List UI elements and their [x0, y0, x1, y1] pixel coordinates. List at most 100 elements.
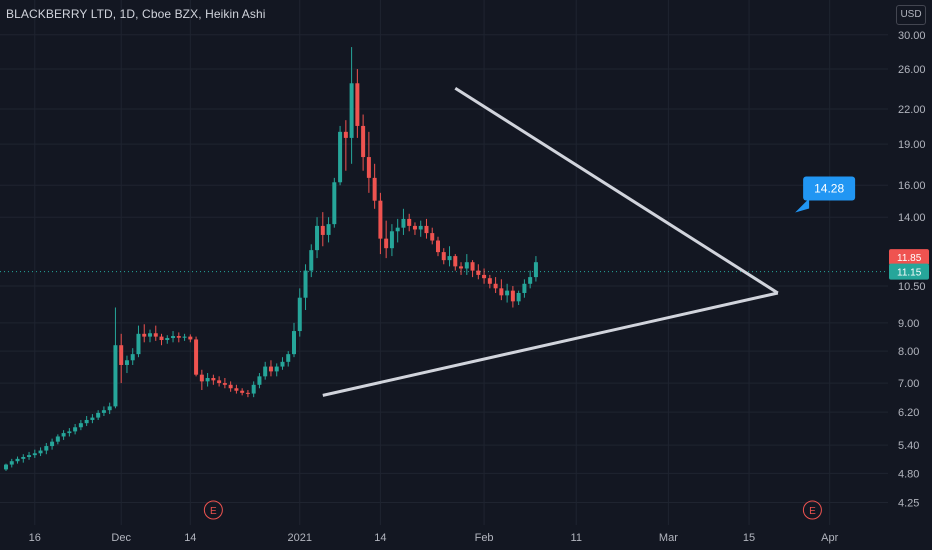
candle-body [240, 390, 245, 393]
candle-body [493, 283, 498, 289]
y-tick-label: 4.25 [898, 497, 919, 509]
x-tick-label: Apr [821, 532, 838, 544]
y-tick-label: 10.50 [898, 281, 926, 293]
last-price-tags: 11.85 11.15 [889, 249, 929, 280]
earnings-marker [203, 500, 223, 520]
earnings-marker-label: E [809, 506, 816, 517]
chart-title: BLACKBERRY LTD, 1D, Cboe BZX, Heikin Ash… [6, 7, 266, 21]
candle-body [32, 453, 37, 456]
candle-body [470, 262, 475, 271]
candle-body [407, 218, 412, 226]
candle-body [315, 225, 320, 251]
candle-body [464, 262, 469, 269]
price-tag-box [889, 263, 929, 280]
candle-body [142, 333, 147, 337]
candle-body [274, 366, 279, 372]
candle-body [510, 290, 515, 302]
price-axis: 30.00 26.00 22.00 19.00 16.00 14.00 10.50 9.00 8… [898, 30, 926, 510]
candlestick-series [4, 47, 538, 471]
candle-body [176, 336, 181, 338]
candle-body [459, 266, 464, 269]
candle-body [9, 461, 14, 465]
candle-body [153, 333, 158, 337]
x-tick-label: 14 [184, 532, 196, 544]
candle-body [533, 262, 538, 278]
candle-body [107, 406, 112, 411]
candle-body [188, 336, 193, 340]
candle-body [522, 283, 527, 293]
candle-body [487, 278, 492, 284]
candle-body [447, 256, 452, 261]
candle-body [171, 336, 176, 339]
candle-body [361, 125, 366, 158]
annotation-pointer [795, 198, 810, 213]
price-tag-label: 11.15 [897, 268, 922, 279]
annotation-text: 14.28 [814, 181, 844, 195]
y-tick-label: 5.40 [898, 440, 919, 452]
earnings-marker [802, 500, 822, 520]
candle-body [372, 177, 377, 201]
candle-body [245, 392, 250, 394]
candle-body [136, 333, 141, 355]
candle-body [309, 250, 314, 271]
candle-body [418, 225, 423, 230]
candle-body [384, 238, 389, 249]
candle-body [90, 417, 95, 420]
currency-button[interactable]: USD [896, 5, 926, 25]
candle-body [159, 336, 164, 341]
candle-body [101, 410, 106, 413]
y-tick-label: 26.00 [898, 64, 926, 76]
x-tick-label: 16 [29, 532, 41, 544]
earnings-marker-label: E [210, 506, 217, 517]
triangle-lower-line [322, 291, 779, 397]
candle-body [332, 182, 337, 225]
candle-body [338, 131, 343, 183]
candle-body [4, 464, 8, 470]
candle-body [320, 225, 325, 235]
candle-body [453, 256, 458, 267]
x-tick-label: 15 [743, 532, 755, 544]
candle-body [124, 360, 129, 365]
candle-body [61, 433, 66, 437]
candle-body [268, 366, 273, 372]
candle-body [217, 380, 222, 384]
grid-lines [0, 0, 888, 525]
candle-body [366, 157, 371, 178]
y-tick-label: 4.80 [898, 468, 919, 480]
candle-body [194, 339, 199, 375]
candle-body [257, 376, 262, 385]
candle-body [119, 345, 124, 365]
candle-body [401, 218, 406, 228]
candle-body [303, 270, 308, 298]
triangle-upper-line [454, 86, 779, 295]
x-tick-label: Feb [475, 532, 494, 544]
candle-body [297, 297, 302, 332]
candle-body [222, 383, 227, 385]
candle-body [50, 441, 55, 447]
candle-body [499, 288, 504, 296]
y-tick-label: 16.00 [898, 180, 926, 192]
y-tick-label: 19.00 [898, 139, 926, 151]
candle-body [165, 338, 170, 341]
candle-body [343, 131, 348, 138]
price-annotation: 14.28 [795, 176, 856, 213]
candle-body [234, 388, 239, 391]
candle-body [251, 384, 256, 394]
candle-body [378, 200, 383, 239]
y-tick-label: 7.00 [898, 378, 919, 390]
candle-body [441, 252, 446, 261]
time-axis: 16 Dec 14 2021 14 Feb 11 Mar 15 Apr [29, 532, 839, 544]
candle-body [228, 384, 233, 389]
y-tick-label: 30.00 [898, 30, 926, 42]
candle-body [482, 274, 487, 279]
candle-body [199, 374, 204, 382]
candle-body [130, 354, 135, 361]
y-tick-label: 14.00 [898, 212, 926, 224]
candle-body [430, 233, 435, 241]
x-tick-label: 14 [374, 532, 386, 544]
candle-body [211, 378, 216, 381]
candle-body [263, 366, 268, 377]
candle-body [355, 83, 360, 126]
candle-body [476, 270, 481, 275]
